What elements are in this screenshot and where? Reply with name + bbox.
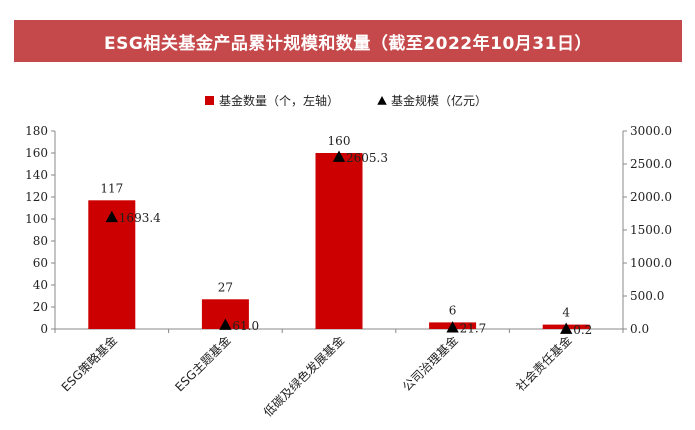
left-tick-label: 140 [25, 168, 48, 182]
bar-value-label: 160 [328, 134, 351, 148]
left-tick-label: 0 [40, 322, 48, 336]
left-tick-label: 120 [25, 190, 48, 204]
left-tick-label: 180 [25, 124, 48, 138]
legend-label-marker: 基金规模（亿元） [391, 93, 487, 108]
right-tick-label: 3000.0 [630, 124, 672, 138]
right-tick-label: 1000.0 [630, 256, 672, 270]
marker-value-label: 0.2 [573, 323, 592, 337]
category-label: ESG策略基金 [58, 333, 120, 395]
bar [315, 153, 363, 329]
left-tick-label: 40 [33, 278, 48, 292]
right-tick-label: 2000.0 [630, 190, 672, 204]
triangle-marker [332, 150, 346, 162]
bar-value-label: 117 [100, 181, 123, 195]
marker-value-label: 61.0 [232, 319, 259, 333]
marker-series [105, 150, 573, 334]
marker-value-label: 2605.3 [346, 151, 388, 165]
category-label: 公司治理基金 [399, 333, 461, 395]
legend-swatch-bar [205, 96, 214, 105]
legend: 基金数量（个，左轴） 基金规模（亿元） [205, 93, 487, 108]
bar-value-label: 4 [562, 306, 570, 320]
left-tick-label: 160 [25, 146, 48, 160]
category-label: ESG主题基金 [172, 333, 234, 395]
triangle-marker [446, 321, 459, 333]
triangle-marker [105, 210, 118, 223]
bar-value-label: 6 [449, 303, 457, 317]
left-tick-label: 80 [33, 234, 48, 248]
triangle-marker [560, 322, 573, 334]
category-label: 低碳及绿色发展基金 [260, 333, 347, 420]
category-labels: ESG策略基金 ESG主题基金 低碳及绿色发展基金 公司治理基金 社会责任基金 [58, 333, 574, 420]
right-tick-label: 1500.0 [630, 223, 672, 237]
data-labels: 117 27 160 6 4 1693.4 61.0 2605.3 21.7 0.2 [100, 134, 592, 337]
marker-value-label: 21.7 [460, 322, 487, 336]
marker-value-label: 1693.4 [119, 211, 161, 225]
triangle-marker [219, 318, 232, 330]
legend-swatch-triangle [377, 96, 387, 105]
left-tick-label: 20 [33, 300, 48, 314]
right-tick-label: 0.0 [630, 322, 649, 336]
right-tick-label: 500.0 [630, 289, 664, 303]
legend-label-bar: 基金数量（个，左轴） [219, 93, 339, 108]
bar-value-label: 27 [218, 280, 233, 294]
right-tick-label: 2500.0 [630, 157, 672, 171]
bar-series [88, 153, 590, 329]
axes: 0 20 40 60 80 100 120 140 160 180 0.0 500.0 1000.0 15… [25, 124, 672, 336]
left-tick-label: 100 [25, 212, 48, 226]
left-tick-label: 60 [33, 256, 48, 270]
category-label: 社会责任基金 [513, 333, 575, 395]
chart-title: ESG相关基金产品累计规模和数量（截至2022年10月31日） [14, 20, 682, 62]
